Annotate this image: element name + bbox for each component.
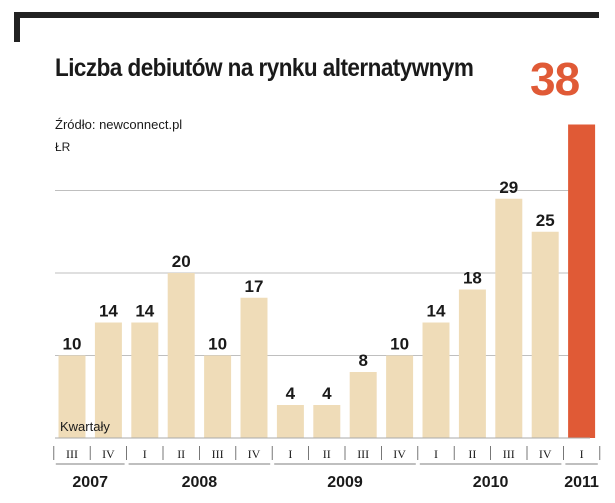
bar <box>313 405 341 438</box>
quarter-tick-label: IV <box>248 447 261 461</box>
data-label: 29 <box>499 178 518 197</box>
data-label: 17 <box>245 277 264 296</box>
bar <box>131 322 159 438</box>
bar <box>422 322 450 438</box>
year-label: 2011 <box>564 474 599 491</box>
source-note: Źródło: newconnect.pl <box>55 117 183 132</box>
data-label: 20 <box>172 252 191 271</box>
bar <box>58 355 86 438</box>
quarter-tick-label: IV <box>393 447 406 461</box>
data-label: 4 <box>286 384 296 403</box>
data-label: 14 <box>99 302 118 321</box>
bar <box>276 405 304 438</box>
bar <box>94 322 122 438</box>
highlight-value: 38 <box>530 53 580 105</box>
quarter-tick-label: II <box>323 447 331 461</box>
bar <box>386 355 414 438</box>
chart-title: Liczba debiutów na rynku alternatywnym <box>55 54 474 82</box>
data-label: 10 <box>208 335 227 354</box>
data-label: 18 <box>463 269 482 288</box>
quarter-tick-label: III <box>357 447 369 461</box>
data-label: 4 <box>322 384 332 403</box>
frame-top-rule <box>14 12 599 18</box>
data-label: 14 <box>427 302 446 321</box>
unit-label: ŁR <box>55 140 71 154</box>
bar <box>240 297 268 438</box>
quarter-tick-label: I <box>143 447 147 461</box>
quarter-tick-label: III <box>66 447 78 461</box>
quarter-tick-label: I <box>434 447 438 461</box>
quarter-tick-label: I <box>580 447 584 461</box>
data-label: 10 <box>390 335 409 354</box>
bar <box>204 355 232 438</box>
bar <box>531 231 559 438</box>
bar <box>167 273 195 438</box>
year-label: 2009 <box>327 474 363 491</box>
quarter-tick-label: IV <box>102 447 115 461</box>
quarter-tick-label: III <box>503 447 515 461</box>
quarter-tick-label: III <box>212 447 224 461</box>
data-label: 14 <box>135 302 154 321</box>
year-label: 2008 <box>182 474 218 491</box>
quarter-tick-label: II <box>177 447 185 461</box>
bar <box>458 289 486 438</box>
frame-left-rule <box>14 12 20 42</box>
bar <box>349 372 377 438</box>
year-label: 2010 <box>473 474 509 491</box>
bar <box>568 124 596 438</box>
bar <box>495 198 523 438</box>
year-label: 2007 <box>72 474 108 491</box>
x-axis-label: Kwartały <box>60 419 110 434</box>
data-label: 10 <box>63 335 82 354</box>
quarter-tick-label: I <box>288 447 292 461</box>
quarter-tick-label: IV <box>539 447 552 461</box>
data-label: 25 <box>536 211 555 230</box>
quarter-tick-label: II <box>468 447 476 461</box>
data-label: 8 <box>358 351 367 370</box>
